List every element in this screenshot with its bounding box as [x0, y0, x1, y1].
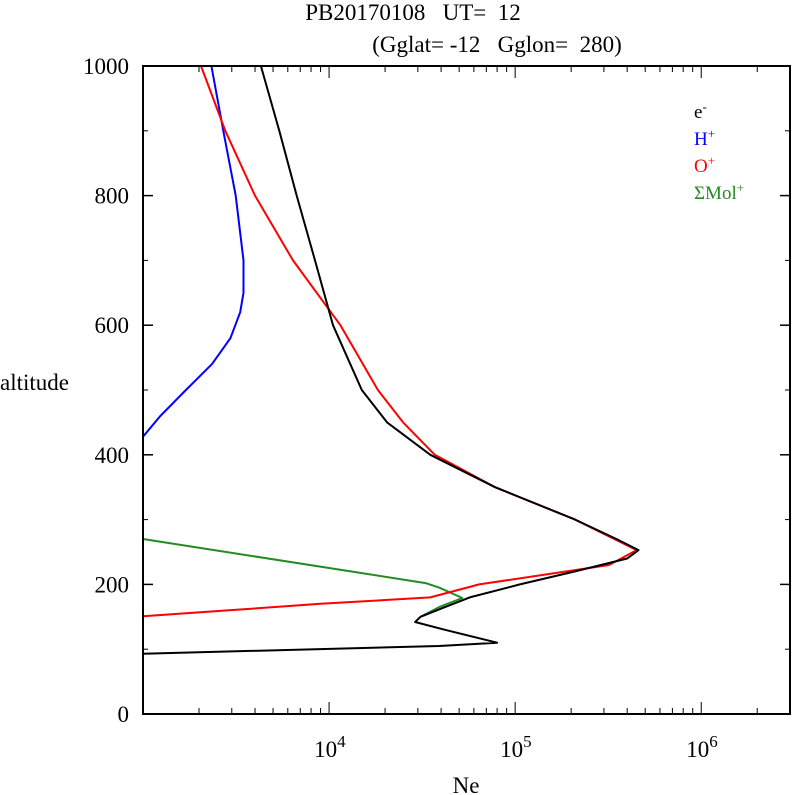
legend-entry-ΣMol+: ΣMol+ — [694, 180, 744, 204]
y-tick-label: 0 — [118, 702, 130, 727]
legend-entry-e-: e- — [694, 99, 707, 123]
y-tick-label: 400 — [95, 443, 130, 468]
y-tick-labels: 0 200 400 600 800 1000 — [83, 54, 129, 727]
legend: e- H+ O+ ΣMol+ — [694, 99, 744, 204]
series-line-H+ — [142, 65, 245, 438]
legend-entry-O+: O+ — [694, 153, 715, 177]
x-tick-label: 105 — [500, 732, 532, 762]
y-tick-label: 1000 — [83, 54, 129, 79]
y-tick-label: 800 — [95, 184, 130, 209]
y-tick-label: 200 — [95, 572, 130, 597]
x-tick-label: 104 — [314, 732, 346, 762]
y-tick-label: 600 — [95, 313, 130, 338]
series-line-O+ — [142, 65, 638, 618]
y-axis-label: altitude — [0, 370, 69, 395]
series-line-e- — [142, 65, 640, 655]
series-curves — [142, 65, 640, 655]
chart-title: PB20170108 UT= 12 — [305, 0, 521, 25]
x-axis-label: Ne — [453, 773, 480, 795]
chart-subtitle: (Gglat= -12 Gglon= 280) — [372, 32, 622, 57]
x-tick-labels: 104 105 106 — [314, 732, 718, 762]
x-tick-label: 106 — [686, 732, 718, 762]
legend-entry-H+: H+ — [694, 126, 715, 150]
plot-frame — [142, 65, 791, 715]
